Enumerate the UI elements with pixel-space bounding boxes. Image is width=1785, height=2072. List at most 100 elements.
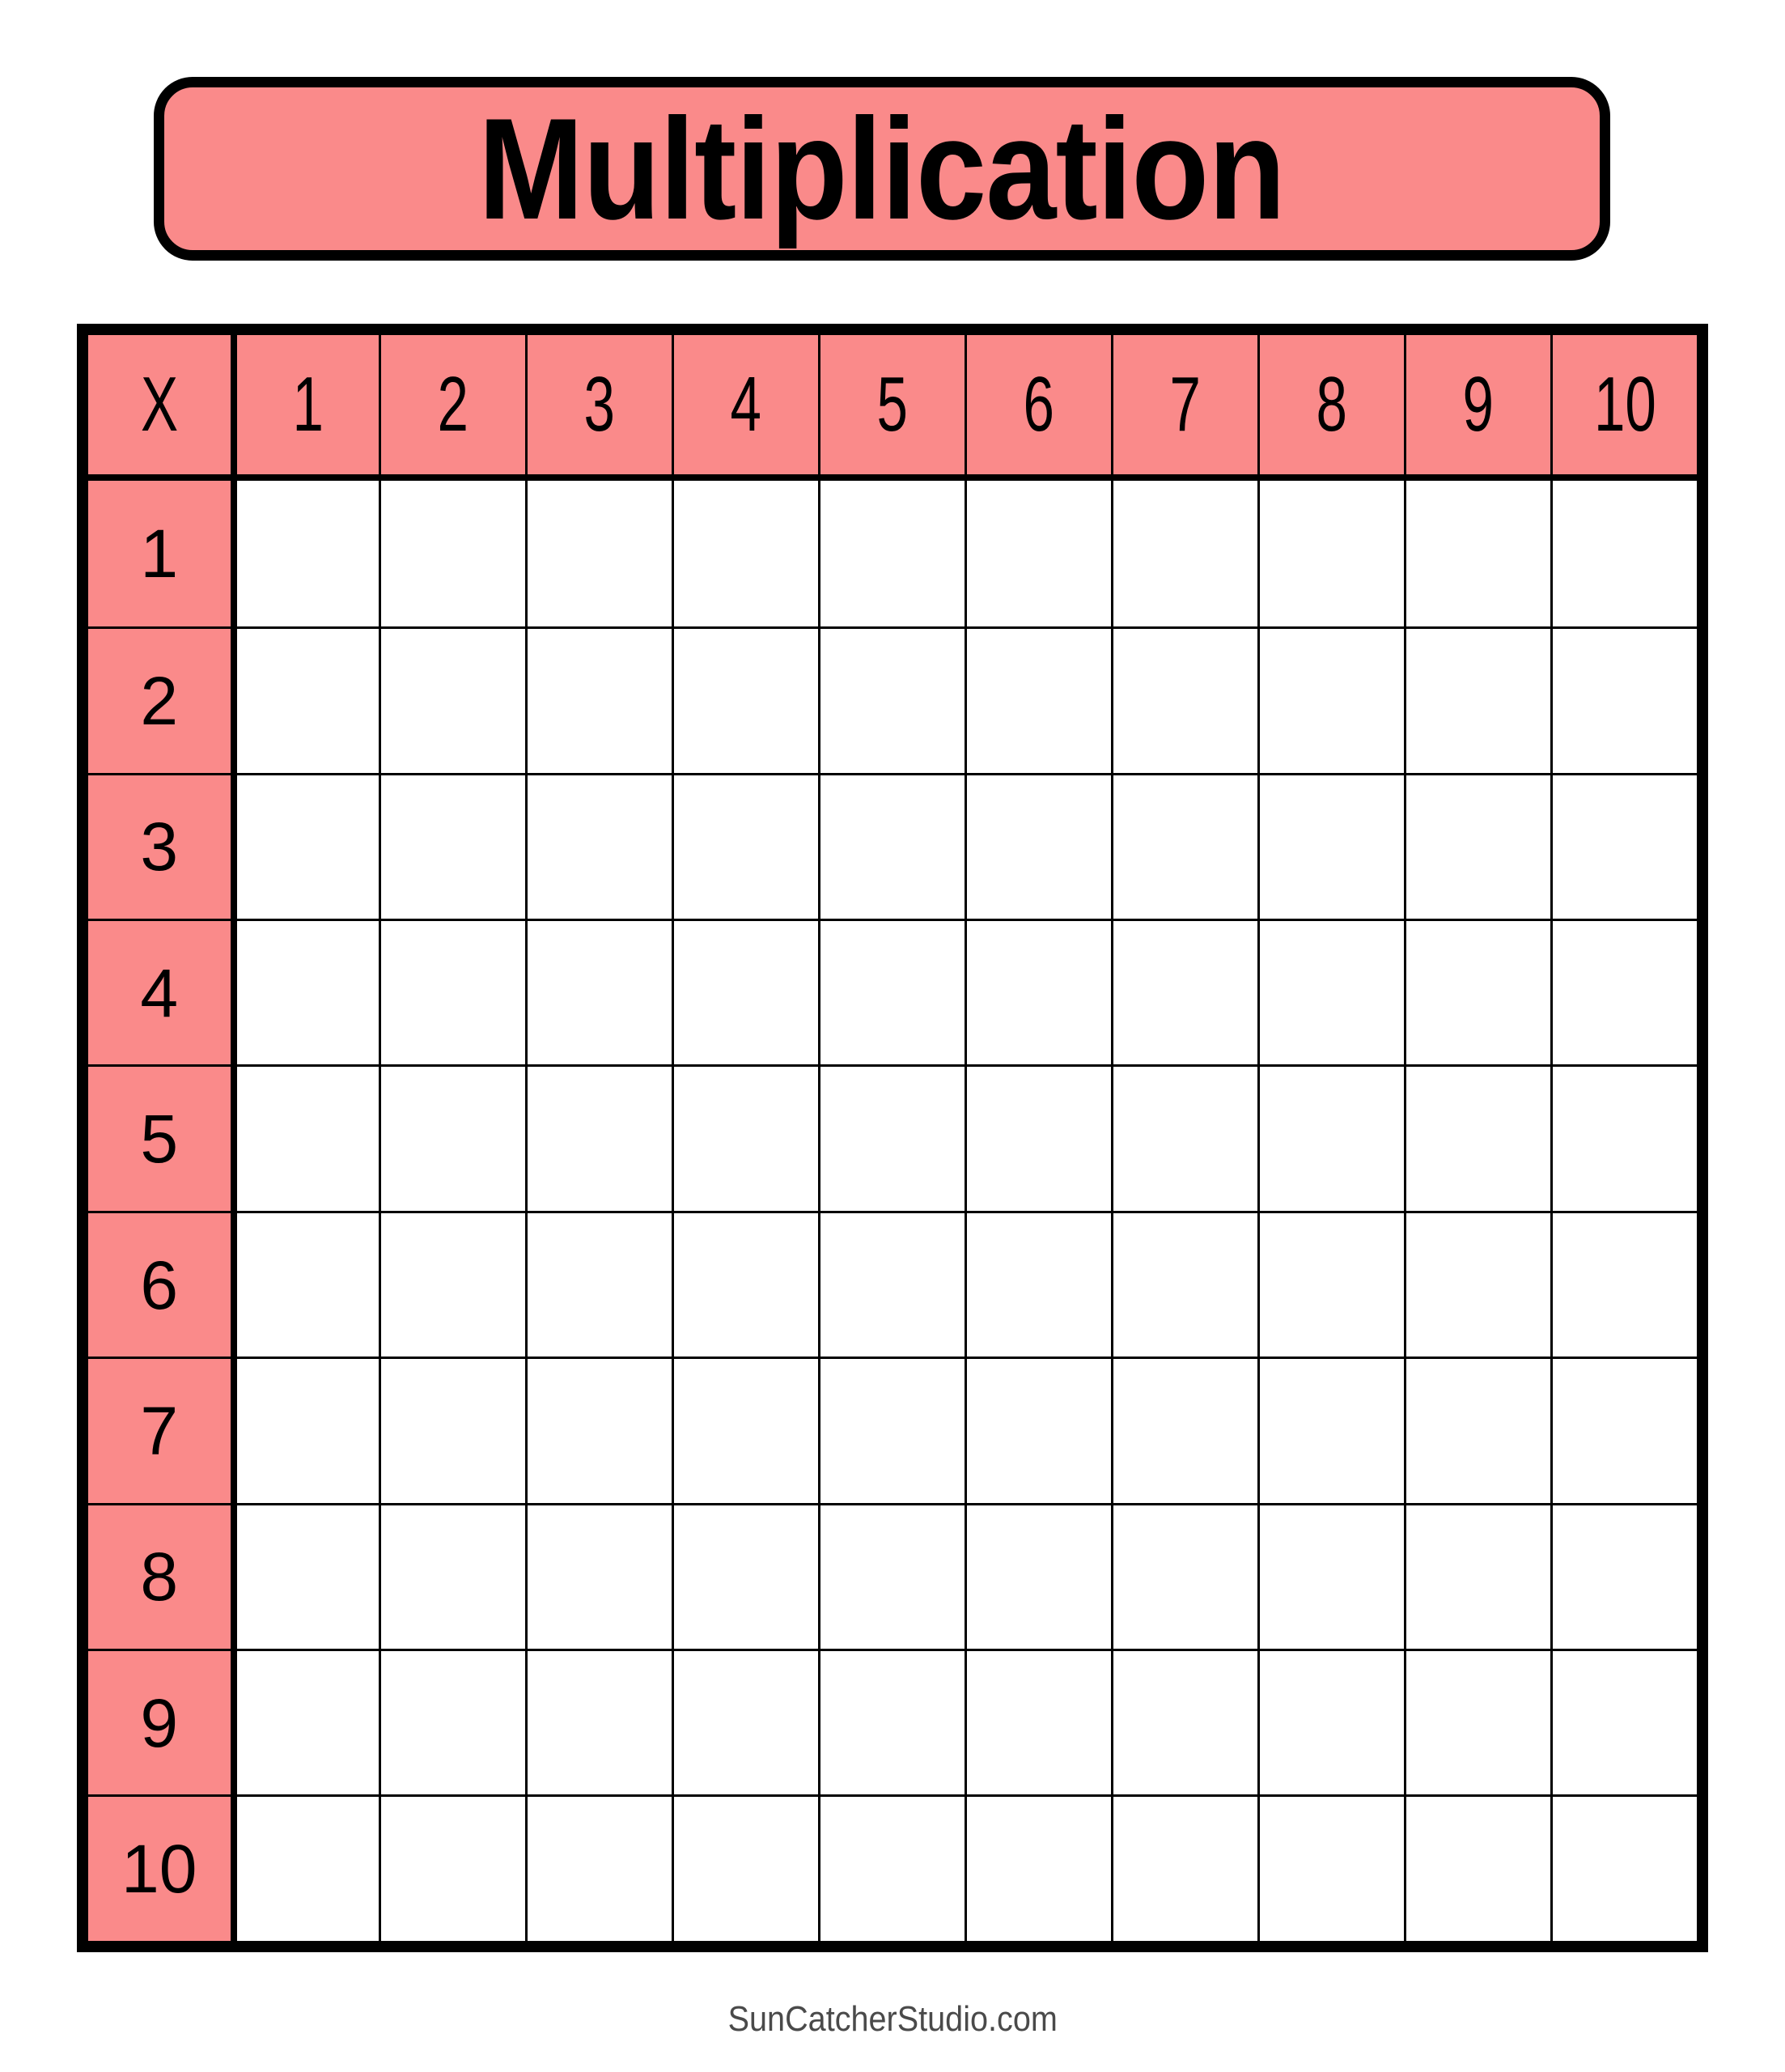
answer-cell[interactable] [818, 626, 967, 775]
answer-cell[interactable] [1111, 476, 1260, 630]
answer-cell[interactable] [232, 772, 381, 921]
answer-cell[interactable] [1111, 772, 1260, 921]
answer-cell[interactable] [965, 1357, 1113, 1505]
answer-cell[interactable] [672, 626, 820, 775]
answer-cell[interactable] [379, 1649, 528, 1798]
answer-cell[interactable] [1257, 1649, 1406, 1798]
answer-cell[interactable] [1257, 1502, 1406, 1652]
answer-cell[interactable] [1550, 1064, 1699, 1213]
answer-cell[interactable] [232, 1210, 381, 1360]
answer-cell[interactable] [525, 918, 674, 1068]
answer-cell[interactable] [525, 1649, 674, 1798]
answer-cell[interactable] [965, 1210, 1113, 1360]
answer-cell[interactable] [965, 918, 1113, 1068]
answer-cell[interactable] [1111, 1210, 1260, 1360]
answer-cell[interactable] [1257, 772, 1406, 921]
answer-cell[interactable] [232, 1649, 381, 1798]
answer-cell[interactable] [965, 1064, 1113, 1213]
answer-cell[interactable] [1404, 476, 1553, 630]
answer-cell[interactable] [1550, 918, 1699, 1068]
answer-cell[interactable] [1404, 772, 1553, 921]
answer-cell[interactable] [1404, 1649, 1553, 1798]
answer-cell[interactable] [1550, 772, 1699, 921]
answer-cell[interactable] [1404, 626, 1553, 775]
answer-cell[interactable] [1111, 626, 1260, 775]
answer-cell[interactable] [525, 1064, 674, 1213]
answer-cell[interactable] [525, 772, 674, 921]
answer-cell[interactable] [379, 1502, 528, 1652]
answer-cell[interactable] [1550, 1794, 1699, 1943]
answer-cell[interactable] [1550, 1357, 1699, 1505]
answer-cell[interactable] [232, 1064, 381, 1213]
answer-cell[interactable] [232, 918, 381, 1068]
answer-cell[interactable] [525, 1210, 674, 1360]
answer-cell[interactable] [525, 476, 674, 630]
answer-cell[interactable] [1111, 918, 1260, 1068]
answer-cell[interactable] [965, 626, 1113, 775]
answer-cell[interactable] [1550, 626, 1699, 775]
answer-cell[interactable] [379, 1357, 528, 1505]
answer-cell[interactable] [672, 772, 820, 921]
answer-cell[interactable] [965, 772, 1113, 921]
answer-cell[interactable] [525, 1357, 674, 1505]
answer-cell[interactable] [672, 1357, 820, 1505]
answer-cell[interactable] [525, 1794, 674, 1943]
answer-cell[interactable] [1111, 1064, 1260, 1213]
answer-cell[interactable] [672, 1502, 820, 1652]
answer-cell[interactable] [672, 1210, 820, 1360]
answer-cell[interactable] [1111, 1357, 1260, 1505]
answer-cell[interactable] [818, 772, 967, 921]
answer-cell[interactable] [818, 1064, 967, 1213]
answer-cell[interactable] [965, 1794, 1113, 1943]
answer-cell[interactable] [1111, 1649, 1260, 1798]
answer-cell[interactable] [818, 1210, 967, 1360]
answer-cell[interactable] [1257, 626, 1406, 775]
answer-cell[interactable] [1257, 1357, 1406, 1505]
answer-cell[interactable] [1257, 1210, 1406, 1360]
answer-cell[interactable] [232, 626, 381, 775]
answer-cell[interactable] [818, 1649, 967, 1798]
answer-cell[interactable] [232, 1502, 381, 1652]
answer-cell[interactable] [525, 626, 674, 775]
answer-cell[interactable] [1404, 1502, 1553, 1652]
answer-cell[interactable] [379, 772, 528, 921]
answer-cell[interactable] [1404, 1794, 1553, 1943]
answer-cell[interactable] [1404, 1210, 1553, 1360]
answer-cell[interactable] [965, 476, 1113, 630]
answer-cell[interactable] [818, 476, 967, 630]
answer-cell[interactable] [525, 1502, 674, 1652]
answer-cell[interactable] [672, 1649, 820, 1798]
answer-cell[interactable] [818, 1357, 967, 1505]
answer-cell[interactable] [1111, 1794, 1260, 1943]
answer-cell[interactable] [672, 1794, 820, 1943]
answer-cell[interactable] [232, 1357, 381, 1505]
answer-cell[interactable] [1550, 1210, 1699, 1360]
answer-cell[interactable] [1257, 476, 1406, 630]
answer-cell[interactable] [672, 1064, 820, 1213]
answer-cell[interactable] [379, 918, 528, 1068]
answer-cell[interactable] [379, 1794, 528, 1943]
answer-cell[interactable] [818, 1794, 967, 1943]
answer-cell[interactable] [232, 1794, 381, 1943]
answer-cell[interactable] [818, 918, 967, 1068]
answer-cell[interactable] [232, 476, 381, 630]
answer-cell[interactable] [1550, 1502, 1699, 1652]
answer-cell[interactable] [1404, 1357, 1553, 1505]
answer-cell[interactable] [1404, 1064, 1553, 1213]
answer-cell[interactable] [818, 1502, 967, 1652]
answer-cell[interactable] [379, 626, 528, 775]
answer-cell[interactable] [379, 476, 528, 630]
answer-cell[interactable] [1257, 1064, 1406, 1213]
answer-cell[interactable] [672, 476, 820, 630]
answer-cell[interactable] [1257, 918, 1406, 1068]
answer-cell[interactable] [1257, 1794, 1406, 1943]
answer-cell[interactable] [672, 918, 820, 1068]
answer-cell[interactable] [965, 1502, 1113, 1652]
answer-cell[interactable] [1550, 476, 1699, 630]
answer-cell[interactable] [1111, 1502, 1260, 1652]
answer-cell[interactable] [965, 1649, 1113, 1798]
answer-cell[interactable] [379, 1064, 528, 1213]
answer-cell[interactable] [1550, 1649, 1699, 1798]
answer-cell[interactable] [1404, 918, 1553, 1068]
answer-cell[interactable] [379, 1210, 528, 1360]
